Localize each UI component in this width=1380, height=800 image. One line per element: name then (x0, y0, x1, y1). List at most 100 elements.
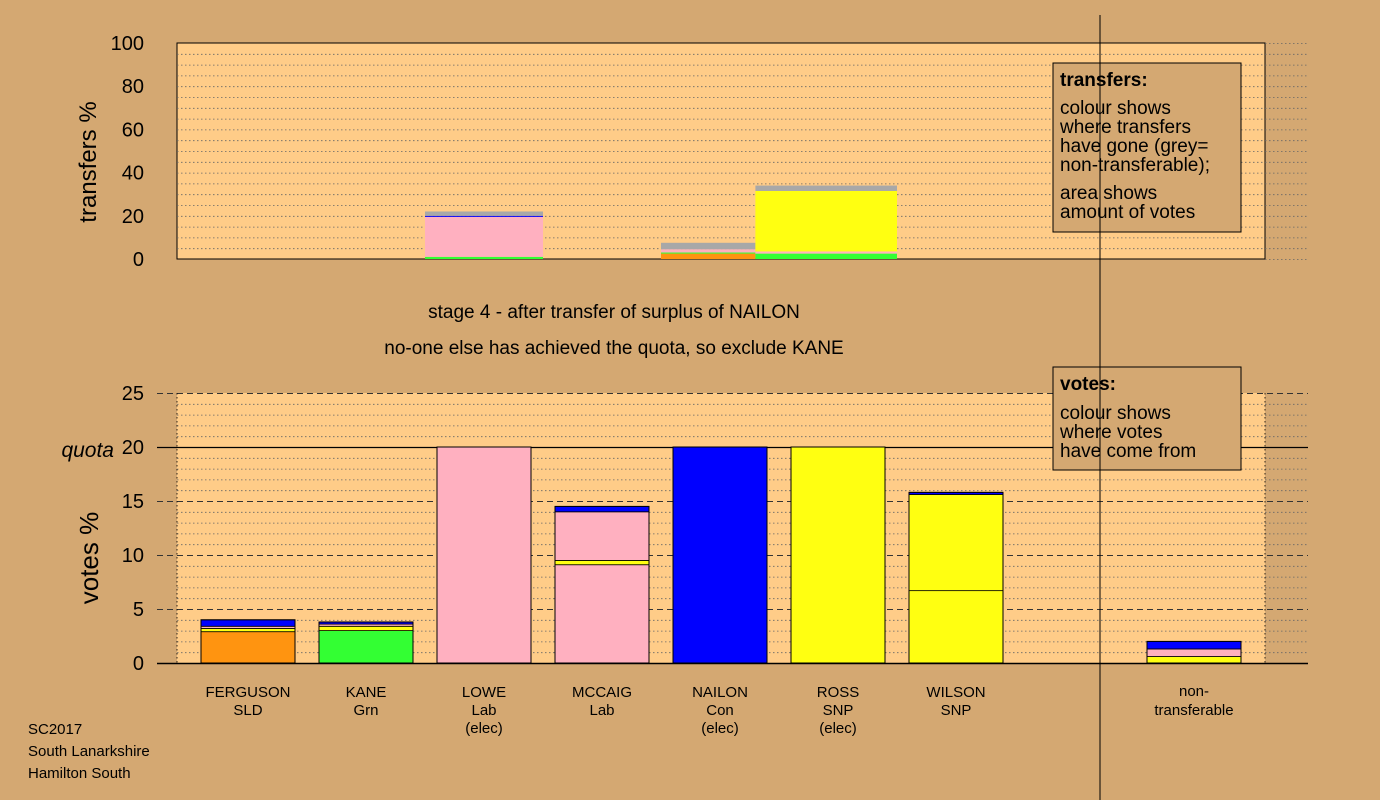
votes-legend-title: votes: (1060, 374, 1116, 395)
bar-segment (1146, 656, 1242, 664)
y-tick-label: 25 (122, 383, 144, 405)
candidate-name: NAILON (692, 684, 748, 701)
footer-council: South Lanarkshire (28, 743, 150, 760)
caption-exclusion: no-one else has achieved the quota, so e… (384, 338, 843, 359)
transfers-grid (177, 43, 1308, 260)
transfers-legend-line: have gone (grey= (1060, 136, 1208, 157)
y-tick-label: 0 (133, 653, 144, 675)
y-tick-label: 0 (133, 249, 144, 271)
votes-legend-box (1052, 366, 1242, 471)
candidate-bar (672, 446, 768, 664)
candidate-party: SNP (823, 702, 854, 719)
bar-segment (1146, 648, 1242, 657)
votes-y-axis-label: votes % (74, 512, 104, 605)
y-tick-label: 100 (111, 33, 144, 55)
candidate-status: (elec) (819, 720, 857, 737)
candidate-name: KANE (346, 684, 387, 701)
bar-outline (908, 491, 1004, 664)
bar-segment (318, 630, 414, 664)
transfers-legend: transfers: colour shows where transfers … (1052, 62, 1242, 233)
candidate-bar (436, 446, 532, 664)
candidate-bar (790, 446, 886, 664)
candidate-status: (elec) (701, 720, 739, 737)
candidate-bar (554, 505, 650, 664)
nontransferable-label: non- (1179, 683, 1209, 700)
transfer-segment (755, 185, 897, 191)
votes-legend-line: have come from (1060, 441, 1196, 462)
y-tick-label: 60 (122, 119, 144, 141)
transfer-segment (755, 190, 897, 252)
bar-segment (318, 625, 414, 632)
transfers-y-axis-label: transfers % (75, 101, 102, 222)
candidate-bar (200, 619, 296, 664)
transfer-segment (425, 211, 543, 216)
y-tick-label: 40 (122, 163, 144, 185)
candidate-party: Con (706, 702, 734, 719)
bar-segment (1146, 641, 1242, 650)
bar-outline (318, 621, 414, 664)
bar-segment (554, 560, 650, 566)
transfers-legend-line: non-transferable); (1060, 155, 1210, 176)
votes-x-labels: FERGUSONSLDKANEGrnLOWELab(elec)MCCAIGLab… (205, 683, 1233, 737)
transfers-legend-box (1052, 62, 1242, 233)
caption-stage: stage 4 - after transfer of surplus of N… (428, 302, 800, 323)
transfers-legend-line: area shows (1060, 183, 1157, 204)
votes-legend-line: colour shows (1060, 403, 1171, 424)
candidate-party: Lab (471, 702, 496, 719)
transfers-bars (425, 185, 897, 259)
transfer-segment (425, 216, 543, 257)
nontransferable-bar (1146, 640, 1242, 664)
candidate-name: FERGUSON (205, 684, 290, 701)
nontransferable-label: transferable (1154, 702, 1233, 719)
candidate-party: SNP (941, 702, 972, 719)
bar-segment (436, 446, 532, 664)
transfer-segment (661, 252, 756, 254)
transfers-legend-line: where transfers (1059, 117, 1191, 138)
candidate-name: ROSS (817, 684, 860, 701)
bar-outline (1146, 640, 1242, 664)
y-tick-label: 15 (122, 491, 144, 513)
bar-outline (436, 446, 532, 664)
transfers-chart: 0 20 40 60 80 100 transfers % transfers: colo… (75, 33, 1308, 271)
transfer-segment (425, 256, 543, 259)
transfer-segment (755, 253, 897, 259)
footer-ward: Hamilton South (28, 765, 131, 782)
transfer-bar (661, 242, 756, 259)
quota-label: quota (61, 439, 114, 462)
bar-outline (200, 619, 296, 664)
bar-segment (672, 446, 768, 664)
transfers-legend-line: amount of votes (1060, 202, 1195, 223)
bar-segment (554, 564, 650, 664)
transfers-legend-title: transfers: (1060, 70, 1148, 91)
bar-outline (554, 505, 650, 664)
transfers-legend-line: colour shows (1060, 98, 1171, 119)
candidate-party: Lab (589, 702, 614, 719)
candidate-name: MCCAIG (572, 684, 632, 701)
bar-segment (908, 494, 1004, 592)
transfers-y-ticks: 0 20 40 60 80 100 (111, 33, 144, 271)
votes-y-ticks: 0 5 10 15 20 25 (122, 383, 144, 675)
y-tick-label: 20 (122, 206, 144, 228)
bar-segment (200, 631, 296, 664)
bar-segment (554, 505, 650, 513)
bar-outline (790, 446, 886, 664)
candidate-bar (908, 491, 1004, 664)
candidate-name: LOWE (462, 684, 506, 701)
bar-segment (790, 446, 886, 664)
transfer-segment (755, 251, 897, 254)
y-tick-label: 20 (122, 437, 144, 459)
votes-bars (200, 446, 1242, 664)
candidate-party: Grn (353, 702, 378, 719)
bar-segment (200, 619, 296, 627)
candidate-status: (elec) (465, 720, 503, 737)
bar-segment (200, 628, 296, 633)
candidate-bar (318, 621, 414, 664)
y-tick-label: 80 (122, 76, 144, 98)
transfer-segment (661, 253, 756, 259)
y-tick-label: 5 (133, 599, 144, 621)
transfer-segment (661, 249, 756, 253)
footer-election: SC2017 (28, 721, 82, 738)
candidate-party: SLD (233, 702, 262, 719)
